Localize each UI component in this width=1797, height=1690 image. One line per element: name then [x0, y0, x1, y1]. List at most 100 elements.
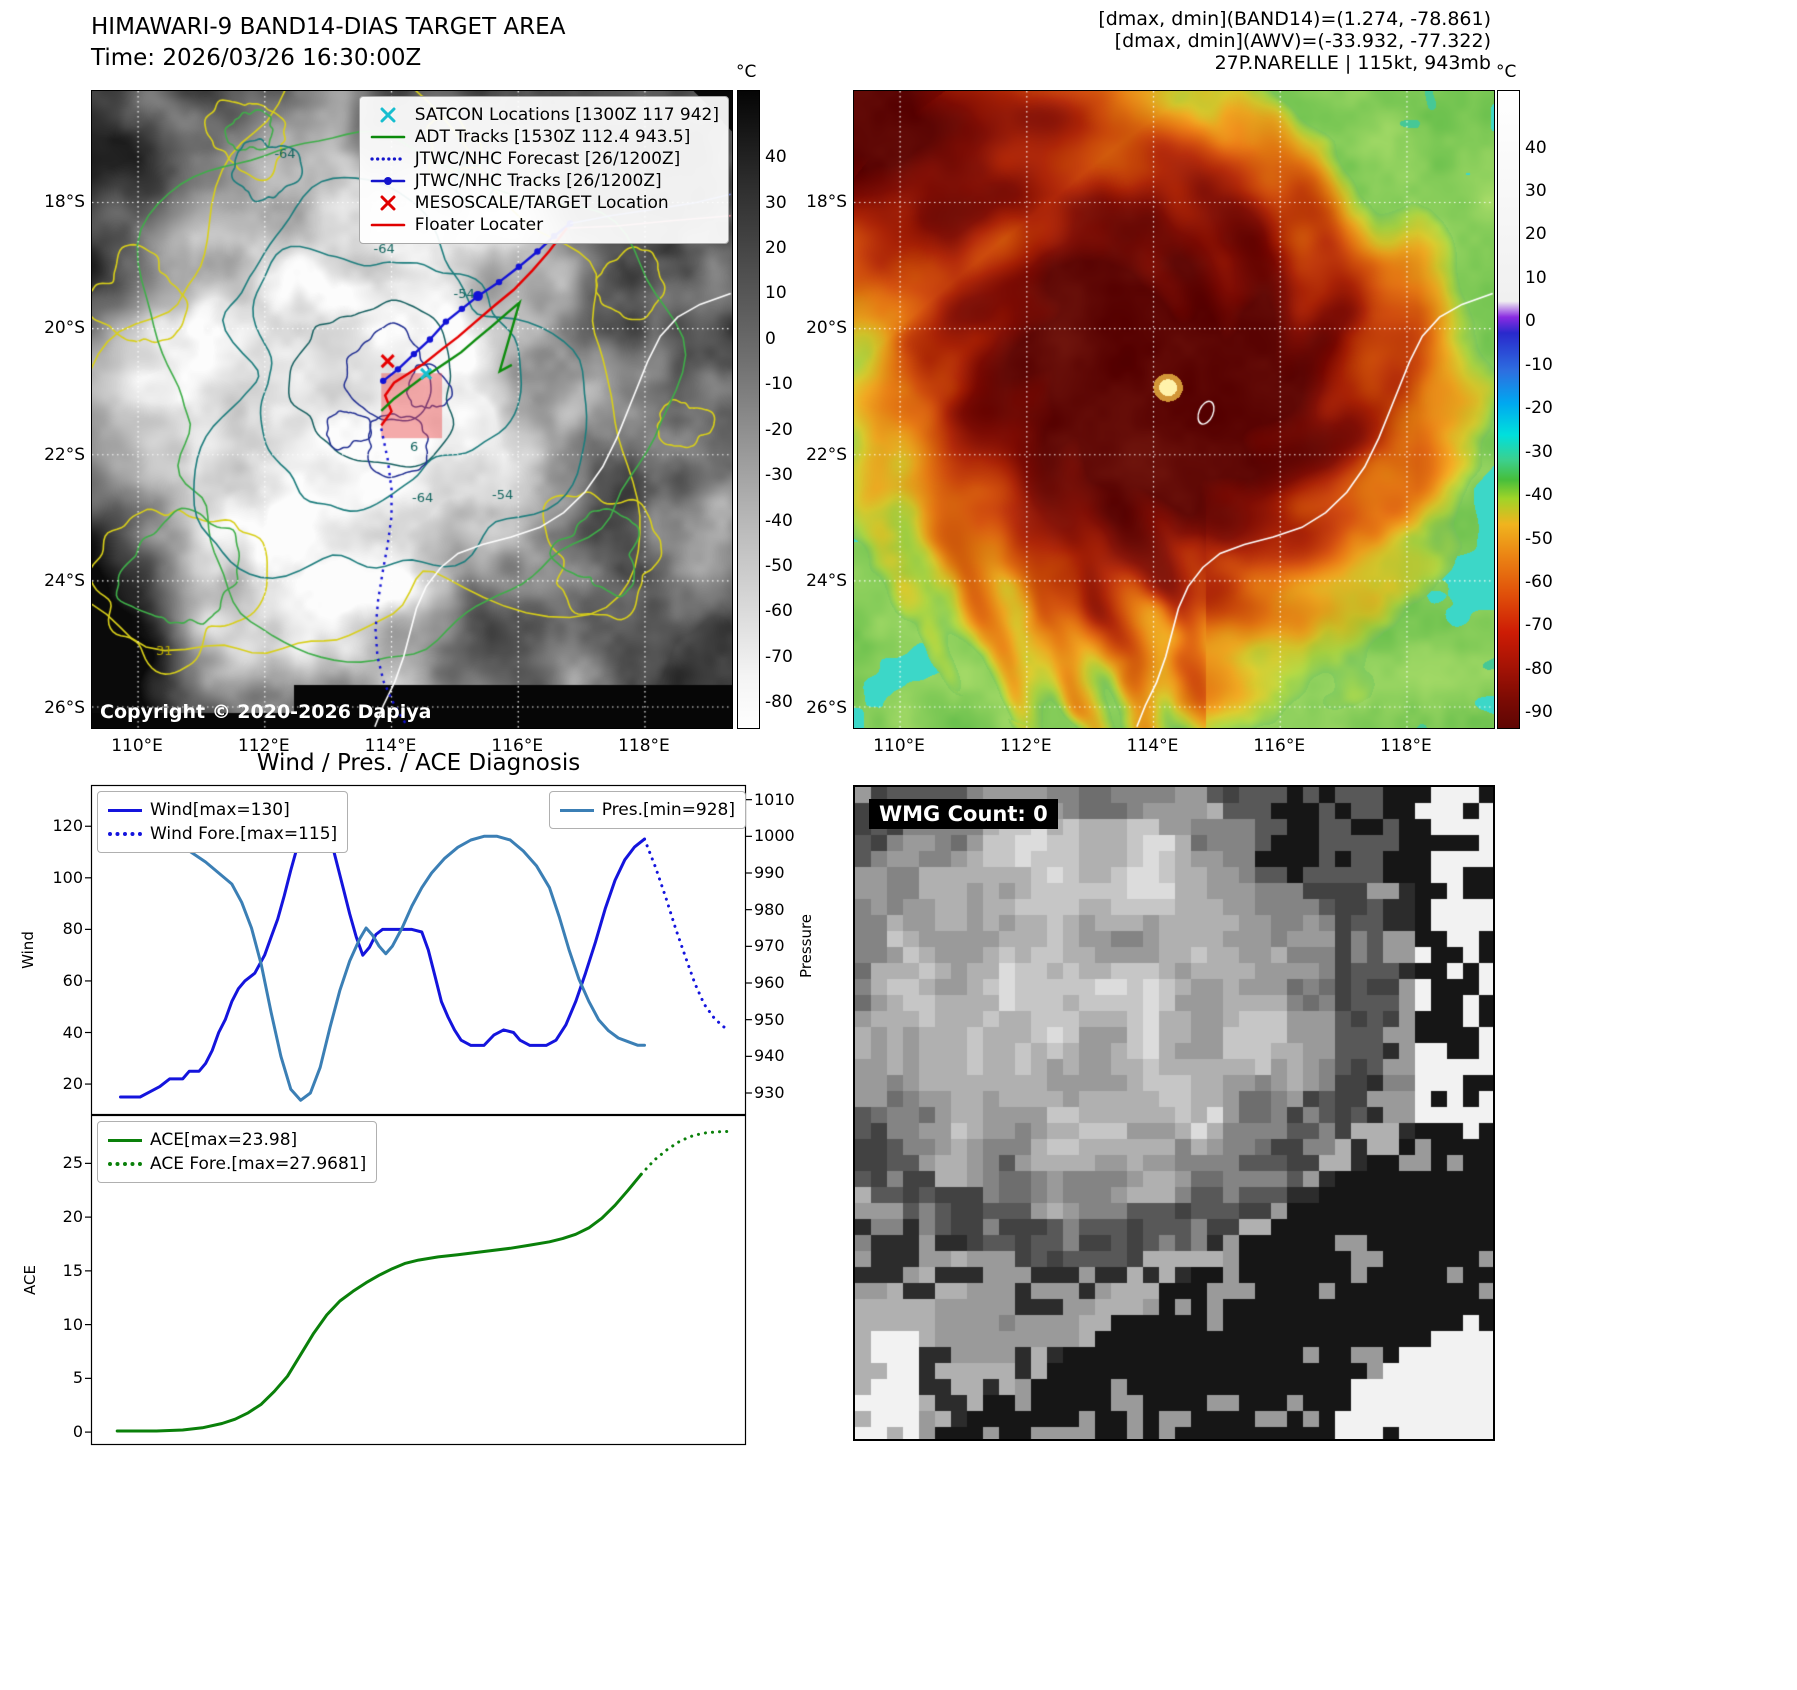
wind-axis-label: Wind	[19, 931, 37, 969]
awv-colorbar-tick: 20	[1525, 224, 1547, 245]
legend-x-icon	[380, 195, 396, 211]
legend-item: MESOSCALE/TARGET Location	[369, 192, 719, 214]
legend-label: MESOSCALE/TARGET Location	[414, 193, 669, 213]
awv-header-line-2: [dmax, dmin](AWV)=(-33.932, -77.322)	[1114, 30, 1491, 52]
awv-lat-tick: 24°S	[806, 571, 847, 592]
legend-label: Floater Locater	[414, 215, 544, 235]
legend-label: ADT Tracks [1530Z 112.4 943.5]	[414, 127, 691, 147]
wind-forecast-line-marker	[108, 832, 142, 836]
awv-lat-tick: 18°S	[806, 191, 847, 212]
awv-colorbar-tick: 30	[1525, 180, 1547, 201]
legend-label: Wind Fore.[max=115]	[150, 824, 338, 844]
awv-lon-tick: 118°E	[1380, 736, 1432, 756]
legend-item: Wind Fore.[max=115]	[108, 822, 337, 846]
legend-item: SATCON Locations [1300Z 117 942]	[369, 104, 719, 126]
wind-pressure-chart	[85, 784, 752, 1116]
ace-forecast-line-marker	[108, 1162, 142, 1166]
pressure-ytick: 930	[754, 1083, 785, 1102]
wmg-image	[855, 787, 1493, 1439]
legend-item: Wind[max=130]	[108, 798, 337, 822]
pressure-line-marker	[559, 808, 594, 812]
pressure-legend: Pres.[min=928]	[548, 791, 746, 829]
band14-lat-tick: 24°S	[44, 571, 85, 592]
legend-line-dot-icon	[370, 177, 406, 185]
band14-colorbar	[737, 90, 760, 729]
band14-colorbar-tick: -70	[765, 646, 793, 667]
wind-legend: Wind[max=130] Wind Fore.[max=115]	[97, 791, 349, 853]
awv-satellite-image	[854, 91, 1494, 728]
legend-item: Pres.[min=928]	[559, 798, 735, 822]
band14-colorbar-tick: -80	[765, 692, 793, 713]
legend-item: Floater Locater	[369, 214, 719, 236]
pressure-ytick: 990	[754, 863, 785, 882]
awv-lat-tick: 20°S	[806, 318, 847, 339]
wind-line-marker	[108, 808, 142, 812]
band14-time-label: Time: 2026/03/26 16:30:00Z	[91, 45, 422, 71]
awv-colorbar-tick: -50	[1525, 528, 1553, 549]
band14-colorbar-tick: -40	[765, 510, 793, 531]
wind-ytick: 20	[62, 1074, 83, 1094]
band14-lat-tick: 18°S	[44, 191, 85, 212]
pressure-ytick: 940	[754, 1046, 785, 1066]
legend-item: ACE Fore.[max=27.9681]	[108, 1152, 366, 1176]
awv-map	[853, 90, 1495, 729]
legend-line-icon	[370, 135, 406, 139]
legend-dotted-icon	[370, 157, 406, 161]
ace-axis-label: ACE	[21, 1265, 39, 1295]
copyright-label: Copyright © 2020-2026 Dapiya	[100, 701, 432, 723]
ace-chart	[85, 1114, 747, 1446]
legend-item: JTWC/NHC Forecast [26/1200Z]	[369, 148, 719, 170]
awv-header-line-1: [dmax, dmin](BAND14)=(1.274, -78.861)	[1098, 8, 1491, 30]
legend-line-icon	[370, 223, 406, 227]
awv-colorbar-unit: °C	[1496, 62, 1517, 82]
awv-lat-tick: 26°S	[806, 697, 847, 718]
band14-colorbar-tick: 30	[765, 192, 787, 213]
awv-colorbar-tick: 0	[1525, 311, 1536, 332]
wind-ytick: 100	[52, 867, 83, 887]
ace-ytick: 20	[62, 1207, 83, 1227]
awv-colorbar-tick: 40	[1525, 137, 1547, 158]
wind-ytick: 120	[52, 816, 83, 836]
band14-colorbar-tick: -50	[765, 555, 793, 576]
band14-colorbar-unit: °C	[736, 62, 757, 82]
legend-label: ACE[max=23.98]	[150, 1130, 298, 1150]
band14-legend: SATCON Locations [1300Z 117 942] ADT Trac…	[358, 96, 729, 244]
legend-x-icon	[380, 107, 396, 123]
ace-ytick: 25	[62, 1153, 83, 1173]
awv-lon-tick: 114°E	[1126, 736, 1179, 756]
awv-colorbar-tick: -40	[1525, 485, 1553, 506]
awv-header: [dmax, dmin](BAND14)=(1.274, -78.861) [d…	[1098, 8, 1491, 74]
legend-item: ACE[max=23.98]	[108, 1128, 366, 1152]
band14-colorbar-tick: -60	[765, 601, 793, 622]
diagnosis-title: Wind / Pres. / ACE Diagnosis	[256, 750, 581, 776]
wind-ytick: 40	[62, 1022, 83, 1042]
awv-lat-tick: 22°S	[806, 444, 847, 465]
band14-lat-tick: 20°S	[44, 318, 85, 339]
awv-colorbar-tick: -90	[1525, 702, 1553, 723]
band14-colorbar-tick: 40	[765, 147, 787, 168]
awv-colorbar-tick: -70	[1525, 615, 1553, 636]
ace-legend: ACE[max=23.98] ACE Fore.[max=27.9681]	[97, 1121, 378, 1183]
pressure-ytick: 1000	[754, 826, 795, 846]
band14-lat-tick: 26°S	[44, 697, 85, 718]
awv-colorbar-tick: -60	[1525, 572, 1553, 593]
ace-ytick: 5	[72, 1368, 83, 1388]
pressure-ytick: 950	[754, 1009, 785, 1029]
awv-colorbar-tick: 10	[1525, 267, 1547, 288]
legend-label: JTWC/NHC Tracks [26/1200Z]	[414, 171, 662, 191]
band14-colorbar-tick: -30	[765, 465, 793, 486]
awv-lon-tick: 110°E	[873, 736, 925, 756]
band14-colorbar-tick: -10	[765, 374, 793, 395]
awv-colorbar-tick: -20	[1525, 398, 1553, 419]
legend-label: ACE Fore.[max=27.9681]	[150, 1154, 367, 1174]
awv-lon-tick: 112°E	[999, 736, 1052, 756]
pressure-ytick: 1010	[754, 789, 795, 809]
ace-line-marker	[108, 1138, 142, 1142]
band14-colorbar-tick: 10	[765, 283, 787, 304]
awv-colorbar-tick: -10	[1525, 354, 1553, 375]
band14-colorbar-tick: 0	[765, 328, 776, 349]
awv-colorbar	[1497, 90, 1520, 729]
awv-colorbar-tick: -80	[1525, 658, 1553, 679]
band14-lat-tick: 22°S	[44, 444, 85, 465]
pressure-axis-label: Pressure	[797, 913, 815, 979]
